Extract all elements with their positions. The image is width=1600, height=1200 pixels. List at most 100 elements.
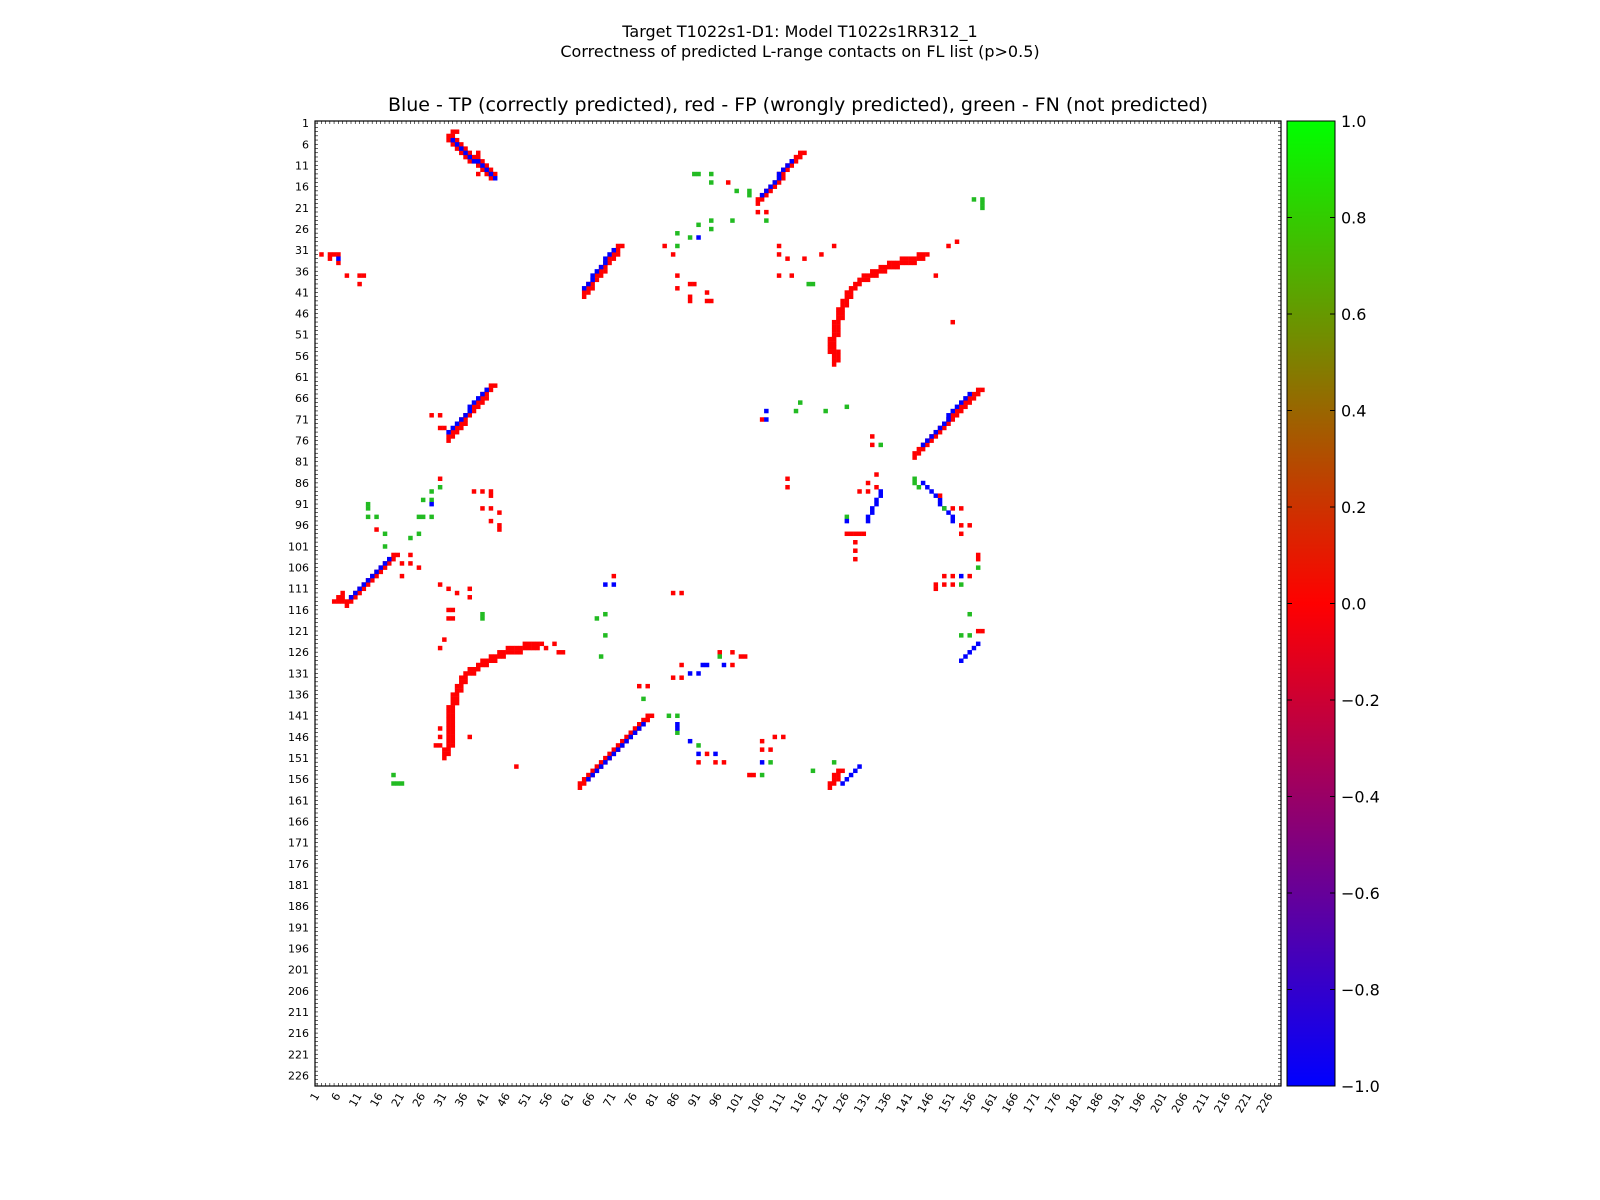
contact-cell-fp — [755, 197, 761, 202]
y-tick-label: 106 — [288, 562, 309, 575]
contact-cell-fp — [467, 595, 473, 600]
contact-cell-fp — [450, 722, 456, 727]
contact-cell-fp — [848, 294, 854, 300]
contact-cell-fp — [459, 150, 464, 156]
y-tick-label: 41 — [295, 286, 309, 299]
contact-cell-fn — [709, 226, 714, 232]
contact-cell-fn — [975, 565, 981, 570]
contact-cell-tp — [637, 726, 642, 731]
y-tick-label: 126 — [288, 646, 309, 659]
contact-cell-fp — [437, 726, 443, 731]
contact-cell-fp — [480, 658, 485, 664]
contact-cell-fp — [903, 256, 909, 261]
contact-cell-fp — [598, 269, 604, 274]
contact-cell-fn — [696, 171, 701, 177]
contact-cell-fp — [836, 311, 841, 316]
contact-cell-fn — [942, 506, 947, 511]
contact-cell-fp — [446, 726, 451, 731]
contact-cell-tp — [446, 429, 451, 435]
x-tick-label: 136 — [873, 1091, 895, 1116]
contact-cell-fp — [912, 256, 917, 261]
contact-cell-fp — [831, 781, 837, 786]
contact-cell-tp — [929, 434, 934, 439]
contact-cell-fp — [467, 150, 473, 156]
contact-cell-fn — [408, 535, 413, 541]
contact-cell-fp — [459, 142, 464, 147]
x-tick-label: 116 — [788, 1091, 810, 1116]
contact-cell-tp — [789, 159, 795, 164]
contact-cell-fp — [361, 273, 367, 278]
contact-cell-fp — [882, 269, 888, 274]
colorbar-tick-label: 0.4 — [1341, 402, 1366, 421]
y-tick-label: 46 — [295, 308, 309, 321]
contact-cell-tp — [365, 578, 371, 583]
contact-cell-fp — [446, 438, 451, 443]
contact-cell-fp — [450, 743, 456, 748]
contact-cell-fn — [480, 616, 485, 621]
contact-cell-fp — [840, 768, 845, 774]
contact-cell-tp — [471, 159, 477, 164]
contact-cell-fp — [581, 781, 587, 786]
contact-cell-fp — [454, 425, 460, 431]
contact-cell-fp — [598, 760, 604, 765]
contact-cell-fp — [950, 582, 956, 587]
contact-cell-fp — [488, 167, 494, 173]
contact-cell-tp — [603, 582, 608, 587]
contact-cell-fp — [768, 747, 773, 752]
contact-cell-fp — [730, 650, 735, 655]
y-tick-label: 116 — [288, 604, 309, 617]
contact-cell-fp — [501, 650, 506, 655]
contact-cell-fn — [420, 514, 426, 520]
contact-cells — [319, 129, 985, 790]
contact-cell-fp — [853, 556, 858, 562]
contact-cell-fn — [666, 713, 672, 719]
contact-cell-tp — [611, 247, 617, 253]
contact-cell-fp — [488, 489, 494, 494]
contact-cell-fp — [586, 772, 591, 778]
contact-cell-fn — [603, 633, 608, 638]
contact-cell-fp — [488, 383, 494, 388]
contact-cell-fp — [946, 421, 951, 426]
contact-cell-fp — [514, 650, 519, 655]
x-tick-label: 51 — [516, 1091, 534, 1110]
contact-cell-fp — [586, 286, 591, 291]
contact-cell-tp — [603, 260, 608, 266]
contact-cell-fp — [836, 353, 841, 359]
contact-cell-tp — [357, 586, 362, 592]
x-tick-label: 96 — [707, 1091, 725, 1110]
contact-cell-fp — [933, 434, 939, 439]
contact-cell-tp — [687, 671, 693, 676]
contact-cell-fp — [459, 683, 464, 689]
y-tick-label: 226 — [288, 1069, 309, 1082]
contact-cell-fp — [908, 256, 913, 261]
contact-cell-fp — [785, 256, 790, 261]
contact-cell-fn — [675, 231, 680, 236]
contact-cell-fp — [611, 573, 617, 579]
contact-cell-fp — [857, 531, 862, 537]
contact-cell-fp — [789, 163, 795, 168]
x-tick-label: 6 — [329, 1091, 344, 1104]
contact-cell-fn — [687, 235, 693, 240]
contact-cell-tp — [967, 650, 972, 655]
contact-cell-fp — [848, 531, 854, 537]
contact-cell-tp — [382, 561, 388, 566]
contact-cell-fp — [836, 319, 841, 325]
contact-cell-fp — [539, 641, 545, 647]
y-tick-label: 96 — [295, 519, 309, 532]
contact-cell-tp — [429, 501, 434, 507]
contact-cell-fp — [353, 595, 358, 600]
contact-cell-fp — [857, 281, 862, 287]
contact-cell-fp — [645, 683, 650, 689]
contact-cell-tp — [933, 493, 939, 498]
contact-cell-fn — [399, 781, 405, 786]
contact-cell-fp — [387, 561, 392, 566]
contact-cell-fp — [827, 349, 833, 355]
contact-cell-fp — [916, 256, 922, 261]
contact-cell-fp — [446, 137, 451, 143]
contact-cell-fn — [971, 197, 977, 202]
contact-cell-fp — [831, 362, 837, 367]
contact-cell-fp — [836, 358, 841, 363]
x-tick-label: 226 — [1254, 1091, 1276, 1116]
contact-cell-fp — [450, 133, 456, 139]
contact-cell-fp — [446, 616, 451, 621]
